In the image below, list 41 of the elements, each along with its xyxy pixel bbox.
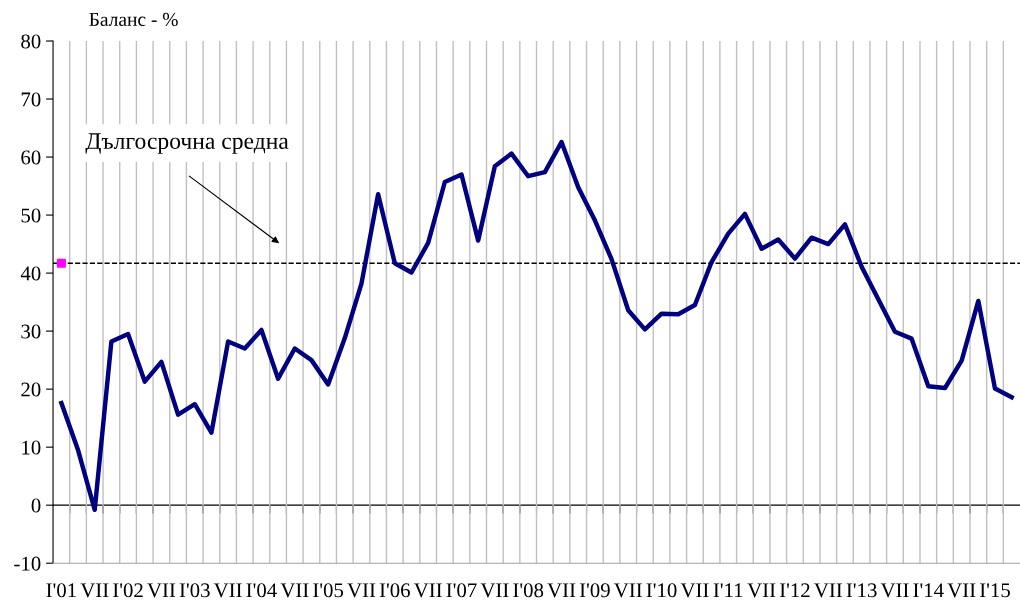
x-tick-label: I'13 bbox=[846, 583, 877, 598]
x-tick-label: I'02 bbox=[113, 583, 143, 598]
x-tick-label: VII bbox=[347, 583, 376, 598]
y-tick-label: -10 bbox=[14, 556, 41, 571]
x-tick-label: I'14 bbox=[913, 583, 944, 598]
x-tick-label: VII bbox=[213, 583, 242, 598]
y-tick-label: 40 bbox=[20, 266, 41, 281]
x-tick-label: I'03 bbox=[179, 583, 210, 598]
x-tick-label: I'07 bbox=[446, 583, 477, 598]
y-axis-title: Баланс - % bbox=[89, 12, 178, 27]
y-tick-label: 70 bbox=[21, 92, 41, 107]
x-tick-label: I'01 bbox=[46, 583, 76, 598]
x-tick-label: I'09 bbox=[579, 583, 610, 598]
y-tick-label: 80 bbox=[21, 34, 41, 49]
x-tick-label: VII bbox=[413, 583, 442, 598]
x-tick-label: I'06 bbox=[379, 583, 410, 598]
x-tick-label: VII bbox=[280, 583, 309, 598]
x-tick-label: I'05 bbox=[313, 583, 344, 598]
ref-line-label: Дългосрочна средна bbox=[85, 133, 289, 154]
y-tick-label: 60 bbox=[21, 150, 41, 165]
y-tick-label: 20 bbox=[21, 382, 41, 397]
x-tick-label: I'12 bbox=[779, 583, 810, 598]
x-tick-label: VII bbox=[613, 583, 642, 598]
y-tick-label: 30 bbox=[21, 324, 41, 339]
x-tick-label: I'15 bbox=[979, 583, 1010, 598]
x-tick-label: VII bbox=[480, 583, 509, 598]
x-tick-label: VII bbox=[547, 583, 576, 598]
x-tick-label: I'11 bbox=[713, 583, 743, 598]
y-tick-label: 10 bbox=[22, 440, 41, 455]
x-tick-label: VII bbox=[880, 583, 909, 598]
x-tick-label: I'04 bbox=[246, 583, 277, 598]
x-tick-label: VII bbox=[814, 583, 842, 598]
x-tick-label: VII bbox=[147, 583, 176, 598]
y-tick-label: 50 bbox=[21, 208, 41, 223]
x-tick-label: VII bbox=[680, 583, 709, 598]
x-tick-label: I'08 bbox=[513, 583, 544, 598]
x-tick-label: VII bbox=[947, 583, 976, 598]
x-tick-label: I'10 bbox=[646, 583, 677, 598]
x-tick-label: VII bbox=[80, 583, 109, 598]
x-tick-label: VII bbox=[747, 583, 776, 598]
y-tick-label: 0 bbox=[31, 498, 41, 513]
